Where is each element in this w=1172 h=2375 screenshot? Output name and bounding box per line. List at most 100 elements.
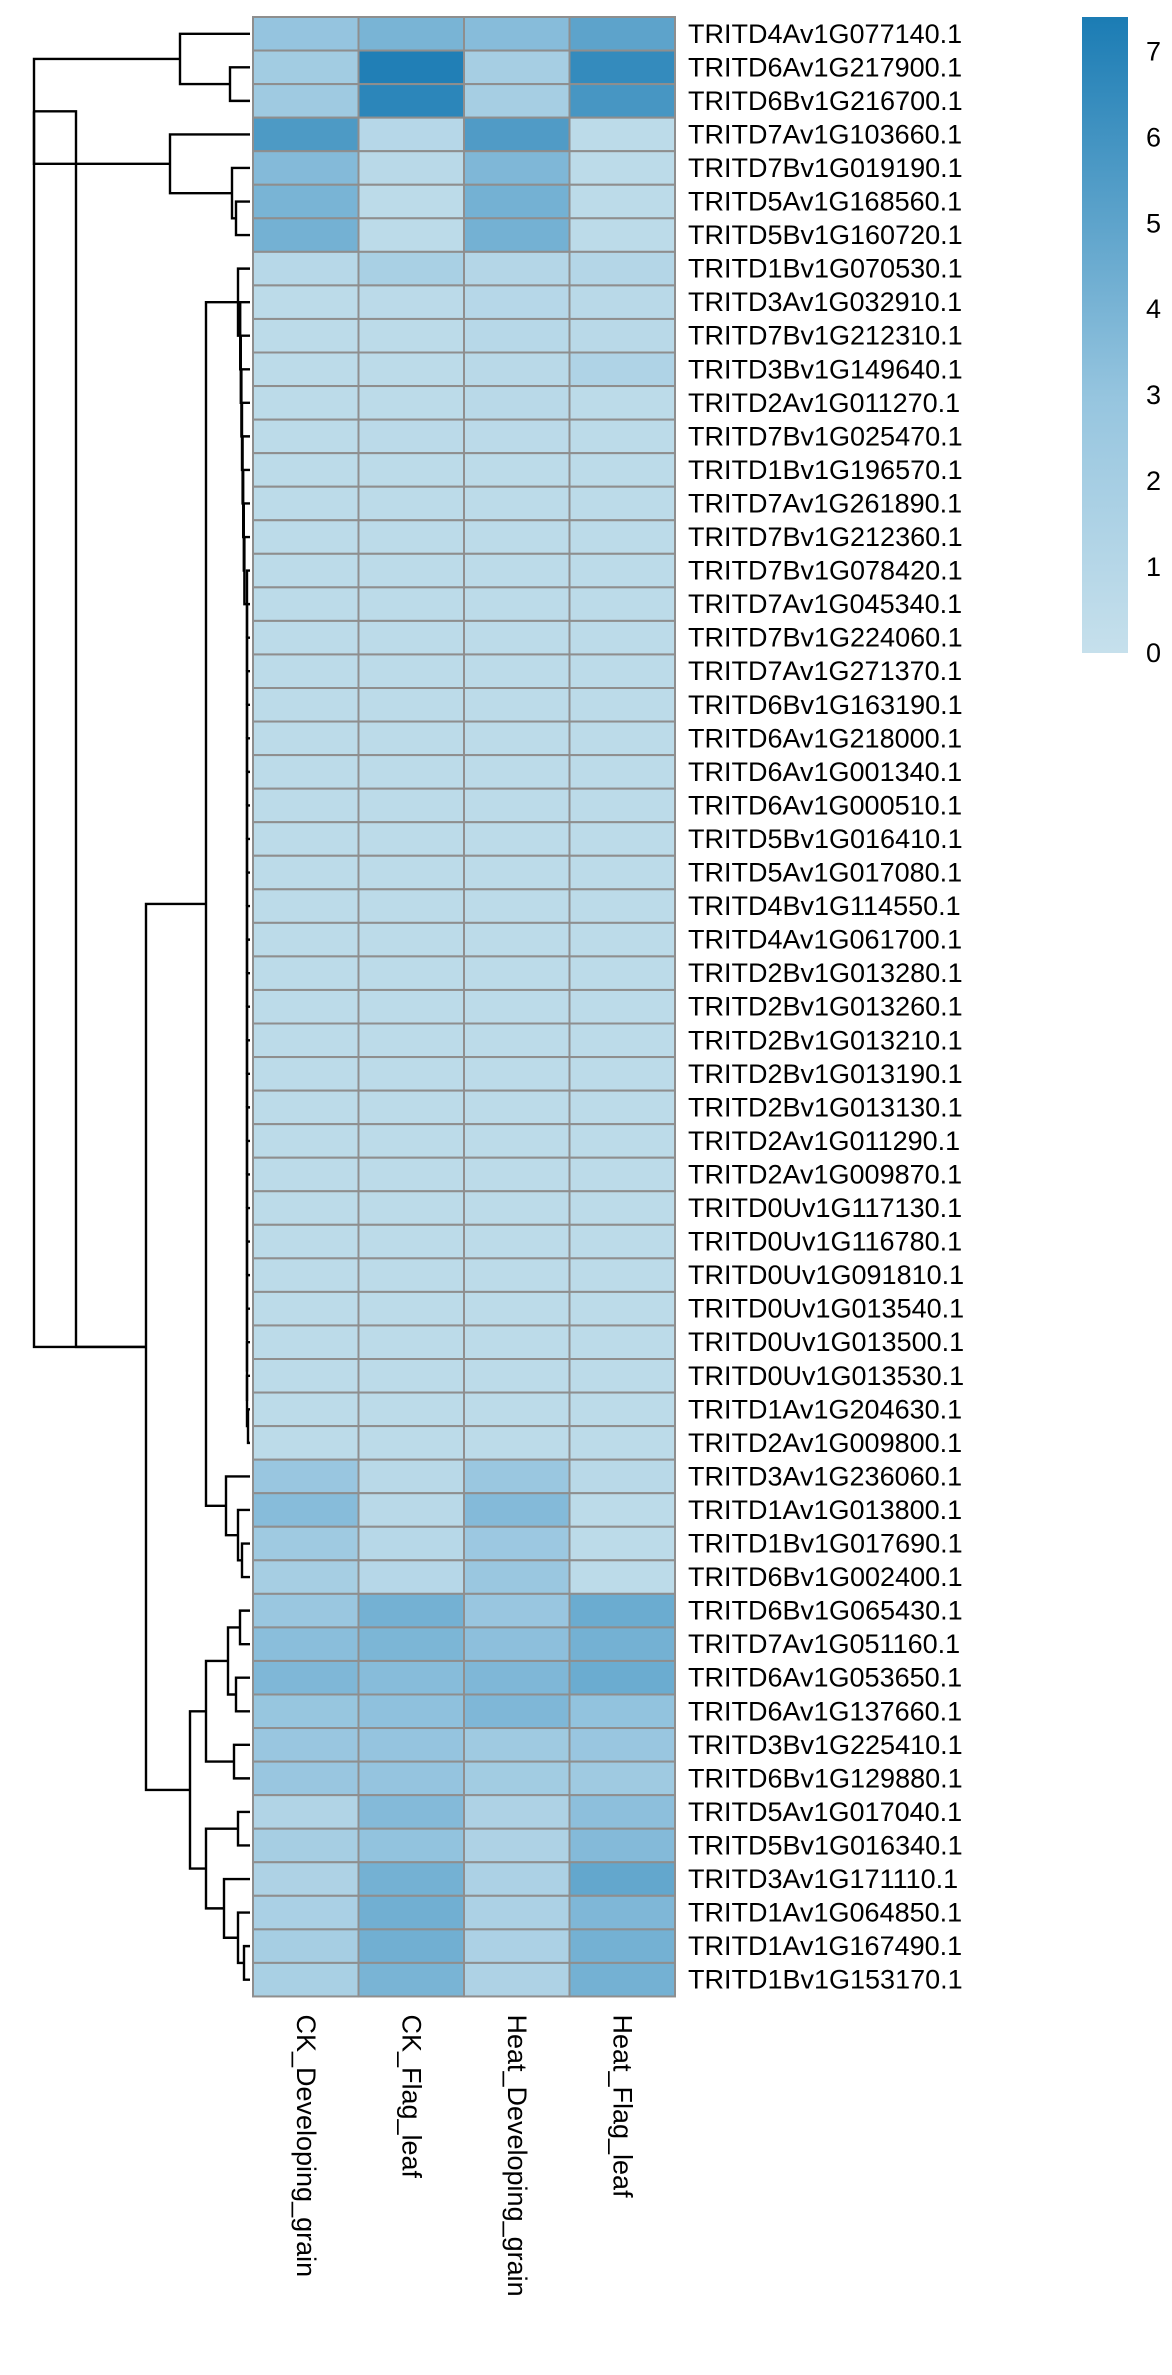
heatmap-cell [568, 854, 676, 891]
column-labels: CK_Developing_grain CK_Flag_leaf Heat_Deve… [291, 2014, 638, 2296]
heatmap-cell [463, 317, 571, 354]
heatmap-cell [252, 1693, 360, 1730]
heatmap-cell [357, 1391, 465, 1428]
row-label: TRITD7Bv1G025470.1 [688, 421, 963, 451]
heatmap-cell [568, 1223, 676, 1260]
heatmap-cell [252, 586, 360, 622]
heatmap-cell [357, 1056, 465, 1092]
heatmap-cell [568, 1626, 676, 1662]
row-label: TRITD2Av1G009800.1 [688, 1428, 962, 1458]
dendrogram-branch [204, 300, 238, 1507]
heatmap-cell [252, 1290, 360, 1327]
heatmap-cell [463, 351, 571, 388]
heatmap-cell [463, 955, 571, 991]
heatmap-cell [252, 217, 360, 253]
heatmap-cell [568, 1391, 676, 1428]
heatmap-cell [357, 888, 465, 924]
heatmap-cell [252, 1760, 360, 1797]
heatmap-cell [357, 1324, 465, 1360]
row-label: TRITD7Bv1G212360.1 [688, 522, 963, 552]
heatmap-cell [252, 1659, 360, 1696]
heatmap-cell [463, 1961, 571, 1998]
heatmap-cell [357, 1961, 465, 1998]
heatmap-cell [463, 452, 571, 488]
heatmap-cell [463, 1626, 571, 1662]
heatmap-cell [252, 1928, 360, 1964]
row-label: TRITD7Bv1G224060.1 [688, 623, 963, 653]
heatmap-cell [357, 586, 465, 622]
heatmap-cell [568, 16, 676, 52]
heatmap-cell [252, 787, 360, 824]
column-label: Heat_Flag_leaf [607, 2014, 637, 2198]
heatmap-cell [568, 821, 676, 857]
row-label: TRITD4Av1G077140.1 [688, 19, 962, 49]
heatmap-cell [357, 217, 465, 253]
heatmap-cell [252, 1559, 360, 1595]
heatmap-cell [463, 1056, 571, 1092]
row-label: TRITD6Bv1G065430.1 [688, 1596, 963, 1626]
heatmap-cell [252, 619, 360, 656]
heatmap-cell [463, 1190, 571, 1226]
heatmap-cell [568, 1961, 676, 1998]
heatmap-cell [252, 1525, 360, 1562]
heatmap-cell [463, 250, 571, 287]
heatmap-cell [463, 1894, 571, 1931]
heatmap-cell [568, 888, 676, 924]
heatmap-cell [463, 1693, 571, 1730]
row-label: TRITD0Uv1G091810.1 [688, 1260, 964, 1290]
heatmap-cell [568, 1056, 676, 1092]
heatmap-cell [252, 83, 360, 119]
row-label: TRITD1Bv1G070530.1 [688, 254, 963, 284]
heatmap-cell [357, 250, 465, 287]
row-label: TRITD7Av1G045340.1 [688, 589, 962, 619]
legend-tick-label: 6 [1146, 122, 1161, 152]
row-label: TRITD6Av1G000510.1 [688, 790, 962, 820]
heatmap-cell [252, 1156, 360, 1193]
heatmap-cell [252, 1861, 360, 1897]
dendrogram-branch [178, 32, 250, 86]
heatmap-cell [252, 1123, 360, 1159]
row-label: TRITD3Bv1G149640.1 [688, 354, 963, 384]
row-label: TRITD5Av1G017080.1 [688, 858, 962, 888]
heatmap-cell [568, 284, 676, 320]
heatmap-cell [463, 1257, 571, 1293]
dendrogram-branch [245, 569, 250, 638]
heatmap-cell [463, 854, 571, 891]
heatmap-cell [357, 720, 465, 757]
column-label: CK_Developing_grain [291, 2014, 321, 2277]
heatmap-cell [568, 921, 676, 958]
row-label: TRITD5Av1G017040.1 [688, 1797, 962, 1827]
heatmap-cell [463, 687, 571, 723]
row-label: TRITD3Av1G032910.1 [688, 287, 962, 317]
heatmap-cell [357, 1659, 465, 1696]
heatmap-cell [357, 418, 465, 455]
row-label: TRITD7Bv1G019190.1 [688, 153, 963, 183]
heatmap-cell [568, 1928, 676, 1964]
heatmap-cell [463, 754, 571, 790]
heatmap-cell [463, 821, 571, 857]
row-label: TRITD2Bv1G013280.1 [688, 958, 963, 988]
heatmap-cell [252, 1324, 360, 1360]
row-label: TRITD3Av1G236060.1 [688, 1461, 962, 1491]
heatmap-cell [252, 1056, 360, 1092]
legend-tick-label: 3 [1146, 380, 1161, 410]
row-label: TRITD2Bv1G013130.1 [688, 1092, 963, 1122]
heatmap-cell [252, 385, 360, 421]
row-label: TRITD2Av1G011270.1 [688, 388, 960, 418]
heatmap-cell [252, 519, 360, 555]
row-label: TRITD1Bv1G196570.1 [688, 455, 963, 485]
heatmap-cell [568, 1257, 676, 1293]
heatmap-cell [568, 1156, 676, 1193]
heatmap-cell [357, 83, 465, 119]
heatmap-cell [252, 1626, 360, 1662]
heatmap-cell [463, 1022, 571, 1059]
row-label: TRITD7Bv1G212310.1 [688, 321, 963, 351]
heatmap-cell [252, 250, 360, 287]
legend-tick-label: 0 [1146, 638, 1161, 668]
row-label: TRITD4Av1G061700.1 [688, 925, 962, 955]
column-label: Heat_Developing_grain [502, 2014, 532, 2296]
heatmap-cell [463, 1425, 571, 1461]
heatmap-cell [568, 1827, 676, 1864]
row-label: TRITD0Uv1G117130.1 [688, 1193, 962, 1223]
heatmap-cell [252, 1425, 360, 1461]
